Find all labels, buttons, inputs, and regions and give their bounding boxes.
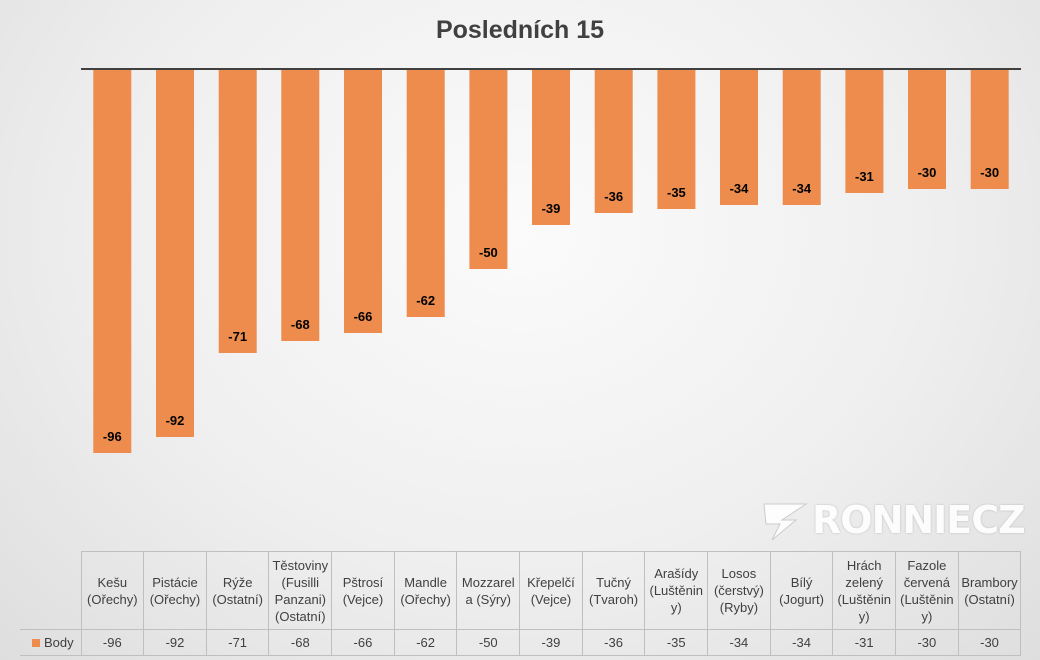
data-label-4: -68	[291, 317, 310, 332]
table-value-2: -92	[143, 629, 207, 656]
table-value-13: -31	[832, 629, 897, 656]
category-label-15: Brambory (Ostatní)	[957, 551, 1022, 630]
bar-5	[344, 69, 382, 333]
chart-title: Posledních 15	[435, 16, 605, 44]
bar-4	[281, 69, 320, 341]
category-label-13: Hrách zelený (Luštěnin y)	[832, 551, 897, 630]
category-label-4: Těstoviny (Fusilli Panzani) (Ostatní)	[268, 551, 333, 630]
table-value-4: -68	[268, 629, 333, 656]
table-value-3: -71	[205, 629, 270, 656]
bar-1	[93, 69, 132, 453]
category-label-12: Bílý (Jogurt)	[769, 551, 834, 630]
table-value-14: -30	[895, 629, 959, 656]
category-label-7: Mozzarel a (Sýry)	[456, 551, 521, 630]
category-label-3: Rýže (Ostatní)	[205, 551, 270, 630]
category-label-1: Kešu (Ořechy)	[80, 551, 145, 630]
value-row: Body -96 -92 -71 -68 -66 -62 -50 -39 -36 -35 -34 -3…	[20, 629, 1022, 656]
bar-7	[469, 69, 508, 269]
category-label-9: Tučný (Tvaroh)	[581, 551, 646, 630]
data-label-11: -34	[730, 181, 750, 196]
bar-3	[218, 69, 257, 353]
category-label-6: Mandle (Ořechy)	[393, 551, 458, 630]
bar-14	[908, 69, 946, 189]
bar-2	[156, 69, 194, 437]
data-label-15: -30	[980, 165, 999, 180]
data-label-7: -50	[479, 245, 498, 260]
data-label-2: -92	[166, 413, 185, 428]
bar-11	[720, 69, 758, 205]
legend-label: Body	[44, 635, 74, 650]
data-label-6: -62	[416, 293, 435, 308]
data-label-14: -30	[918, 165, 937, 180]
category-label-11: Losos (čerstvý) (Ryby)	[707, 551, 771, 630]
bar-9	[594, 69, 633, 213]
table-value-9: -36	[581, 629, 646, 656]
table-value-5: -66	[331, 629, 395, 656]
bar-15	[970, 69, 1009, 189]
table-corner	[20, 551, 82, 630]
category-label-2: Pistácie (Ořechy)	[143, 551, 207, 630]
table-value-6: -62	[393, 629, 458, 656]
table-value-8: -39	[519, 629, 583, 656]
bar-6	[406, 69, 445, 317]
logo-icon	[763, 503, 808, 541]
data-label-10: -35	[667, 185, 686, 200]
data-label-1: -96	[103, 429, 122, 444]
data-label-8: -39	[542, 201, 561, 216]
category-row: Kešu (Ořechy) Pistácie (Ořechy) Rýže (Ostatní…	[20, 551, 1022, 630]
category-label-5: Pštrosí (Vejce)	[331, 551, 395, 630]
data-label-13: -31	[855, 169, 874, 184]
data-label-5: -66	[354, 309, 373, 324]
table-value-10: -35	[644, 629, 709, 656]
data-label-12: -34	[792, 181, 812, 196]
bar-13	[845, 69, 884, 193]
table-value-12: -34	[769, 629, 834, 656]
table-value-15: -30	[957, 629, 1022, 656]
legend-swatch	[32, 638, 40, 647]
data-table: Kešu (Ořechy) Pistácie (Ořechy) Rýže (Ostatní…	[20, 551, 1022, 656]
table-value-11: -34	[707, 629, 771, 656]
data-label-3: -71	[228, 329, 247, 344]
watermark-logo: RONNIECZ	[762, 498, 1032, 544]
bar-8	[532, 69, 570, 225]
category-label-14: Fazole červená (Luštěnin y)	[895, 551, 959, 630]
watermark-text: RONNIECZ	[812, 498, 1026, 542]
category-label-8: Křepelčí (Vejce)	[519, 551, 583, 630]
bar-10	[657, 69, 696, 209]
table-value-7: -50	[456, 629, 521, 656]
table-value-1: -96	[80, 629, 145, 656]
data-label-9: -36	[604, 189, 623, 204]
bar-12	[782, 69, 821, 205]
legend-entry: Body	[20, 629, 82, 656]
category-label-10: Arašídy (Luštěnin y)	[644, 551, 709, 630]
